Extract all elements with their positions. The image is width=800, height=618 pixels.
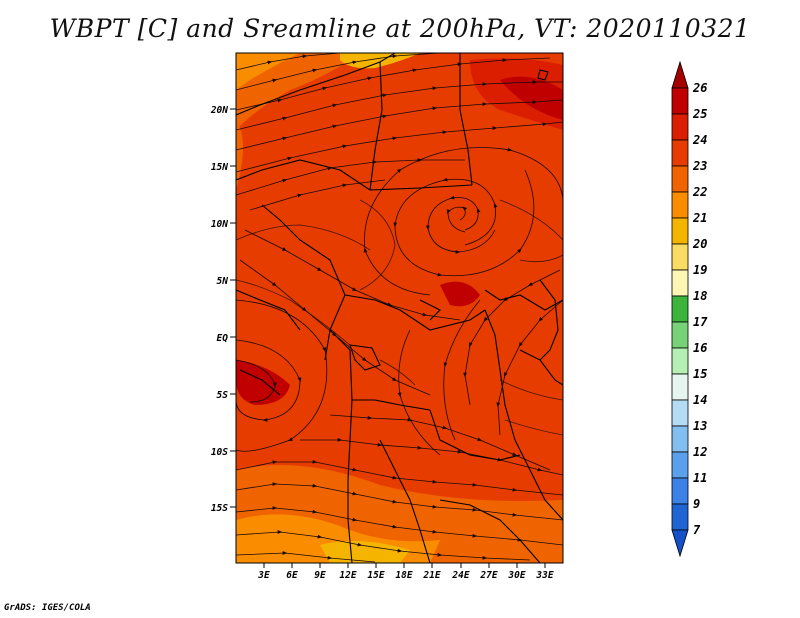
colorbar-swatch [671,113,689,141]
colorbar-label: 9 [693,497,700,511]
lon-tick-label: 27E [479,570,497,581]
lon-tick-label: 18E [395,570,412,581]
colorbar-max-arrow [671,60,689,89]
colorbar-min-arrow [671,529,689,558]
lon-tick-label: 6E [286,570,298,581]
colorbar-swatch [671,347,689,375]
lat-tick-label: 15N [211,162,228,173]
colorbar-swatch [671,425,689,453]
lat-tick-label: 20N [210,105,228,116]
lat-tick-label: EQ [217,333,229,344]
colorbar-label: 18 [693,289,707,303]
lon-tick-label: 33E [535,570,553,581]
lon-tick-label: 15E [367,570,384,581]
lon-tick-label: 3E [257,570,270,581]
grads-credit: GrADS: IGES/COLA [4,603,91,613]
colorbar-swatch [671,451,689,479]
colorbar-label: 22 [692,185,707,199]
colorbar-label: 24 [692,133,707,147]
colorbar-label: 11 [693,471,707,485]
map-plot-area [236,53,563,563]
colorbar-swatch [671,269,689,297]
lon-tick-label: 24E [451,570,469,581]
colorbar-swatch [671,295,689,323]
lat-tick-label: 5S [217,390,229,401]
colorbar-label: 26 [692,81,707,95]
colorbar-label: 21 [692,211,707,225]
streamlines [236,53,563,563]
colorbar-swatch [671,243,689,271]
colorbar-label: 16 [693,341,707,355]
colorbar-label: 14 [693,393,707,407]
page-title: WBPT [C] and Sreamline at 200hPa, VT: 20… [49,14,751,43]
colorbar-swatch [671,321,689,349]
colorbar-label: 12 [693,445,707,459]
country-borders [236,53,563,563]
lat-tick-label: 10N [211,219,228,230]
lat-tick-label: 15S [211,503,228,514]
lat-tick-label: 10S [211,447,228,458]
colorbar-label: 20 [692,237,707,251]
colorbar-swatch [671,87,689,115]
colorbar-swatch [671,373,689,401]
colorbar-swatch [671,139,689,167]
colorbar-label: 19 [693,263,707,277]
lon-tick-label: 21E [422,570,440,581]
lat-tick-label: 5N [217,276,229,287]
lon-tick-label: 30E [507,570,525,581]
colorbar-swatch [671,503,689,531]
longitude-axis: 3E 6E 9E 12E 15E 18E 21E 24E 27E 30E 33E [257,563,554,581]
colorbar-swatch [671,477,689,505]
colorbar-swatch [671,217,689,245]
colorbar-label: 7 [693,523,701,537]
colorbar: 26 25 24 23 22 21 20 19 18 17 16 15 14 13 12 11 9 7 [671,60,708,558]
colorbar-label: 15 [693,367,707,381]
map-frame [235,52,564,564]
colorbar-label: 13 [693,419,707,433]
colorbar-label: 25 [692,107,707,121]
latitude-axis: 20N 15N 10N 5N EQ 5S 10S 15S [210,105,236,514]
lon-tick-label: 12E [339,570,356,581]
colorbar-label: 23 [692,159,707,173]
lon-tick-label: 9E [314,570,326,581]
colorbar-swatch [671,399,689,427]
colorbar-swatch [671,191,689,219]
colorbar-swatch [671,165,689,193]
colorbar-label: 17 [693,315,708,329]
